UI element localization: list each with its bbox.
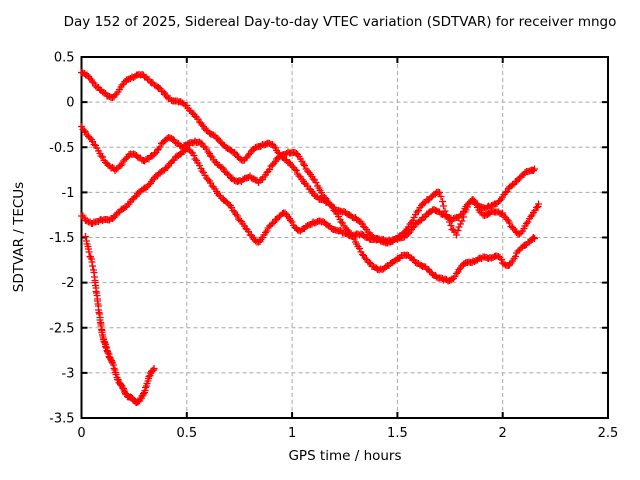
x-tick-label: 1.5 <box>387 426 408 441</box>
x-axis-title: GPS time / hours <box>288 448 402 464</box>
y-tick-label: 0.5 <box>54 51 75 66</box>
y-tick-label: 0 <box>66 96 74 111</box>
x-tick-label: 0.5 <box>176 426 197 441</box>
series-trace-3-markers <box>78 144 538 247</box>
chart-title: Day 152 of 2025, Sidereal Day-to-day VTE… <box>63 14 617 30</box>
y-tick-label: -1.5 <box>49 231 74 246</box>
y-tick-label: -1 <box>62 186 75 201</box>
y-tick-label: -0.5 <box>49 141 74 156</box>
x-tick-label: 2.5 <box>598 426 619 441</box>
y-tick-label: -3.5 <box>49 412 74 427</box>
series-trace-4-markers <box>82 233 158 406</box>
y-tick-label: -2 <box>62 276 75 291</box>
series-trace-2-markers <box>78 123 538 285</box>
y-tick-label: -2.5 <box>49 321 74 336</box>
y-tick-label: -3 <box>62 366 75 381</box>
x-tick-label: 2 <box>499 426 507 441</box>
x-tick-label: 0 <box>77 426 85 441</box>
x-tick-label: 1 <box>288 426 296 441</box>
